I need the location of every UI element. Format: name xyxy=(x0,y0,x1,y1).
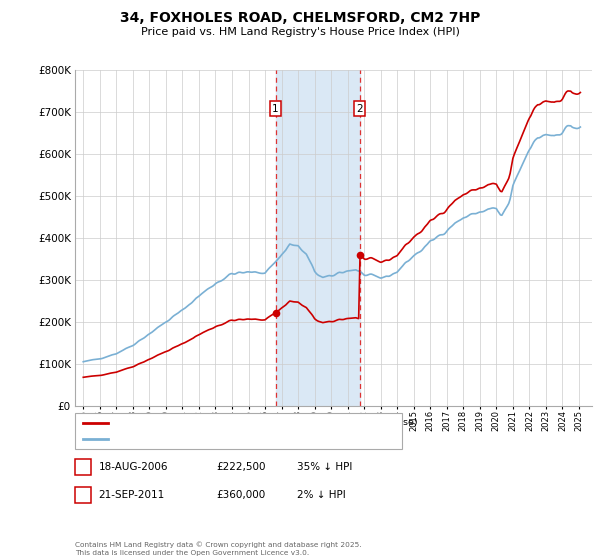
Text: Price paid vs. HM Land Registry's House Price Index (HPI): Price paid vs. HM Land Registry's House … xyxy=(140,27,460,37)
Text: 18-AUG-2006: 18-AUG-2006 xyxy=(98,462,168,472)
Text: 2% ↓ HPI: 2% ↓ HPI xyxy=(297,490,346,500)
Text: £222,500: £222,500 xyxy=(216,462,265,472)
Text: 34, FOXHOLES ROAD, CHELMSFORD, CM2 7HP (detached house): 34, FOXHOLES ROAD, CHELMSFORD, CM2 7HP (… xyxy=(112,418,418,427)
Text: HPI: Average price, detached house, Chelmsford: HPI: Average price, detached house, Chel… xyxy=(112,435,343,444)
Text: £360,000: £360,000 xyxy=(216,490,265,500)
Text: 34, FOXHOLES ROAD, CHELMSFORD, CM2 7HP: 34, FOXHOLES ROAD, CHELMSFORD, CM2 7HP xyxy=(120,11,480,25)
Text: 35% ↓ HPI: 35% ↓ HPI xyxy=(297,462,352,472)
Bar xyxy=(275,70,359,406)
Text: 21-SEP-2011: 21-SEP-2011 xyxy=(98,490,164,500)
Text: 1: 1 xyxy=(79,462,86,472)
Text: 2: 2 xyxy=(356,104,363,114)
Text: 1: 1 xyxy=(272,104,279,114)
Text: 2: 2 xyxy=(79,490,86,500)
Text: Contains HM Land Registry data © Crown copyright and database right 2025.
This d: Contains HM Land Registry data © Crown c… xyxy=(75,541,362,556)
